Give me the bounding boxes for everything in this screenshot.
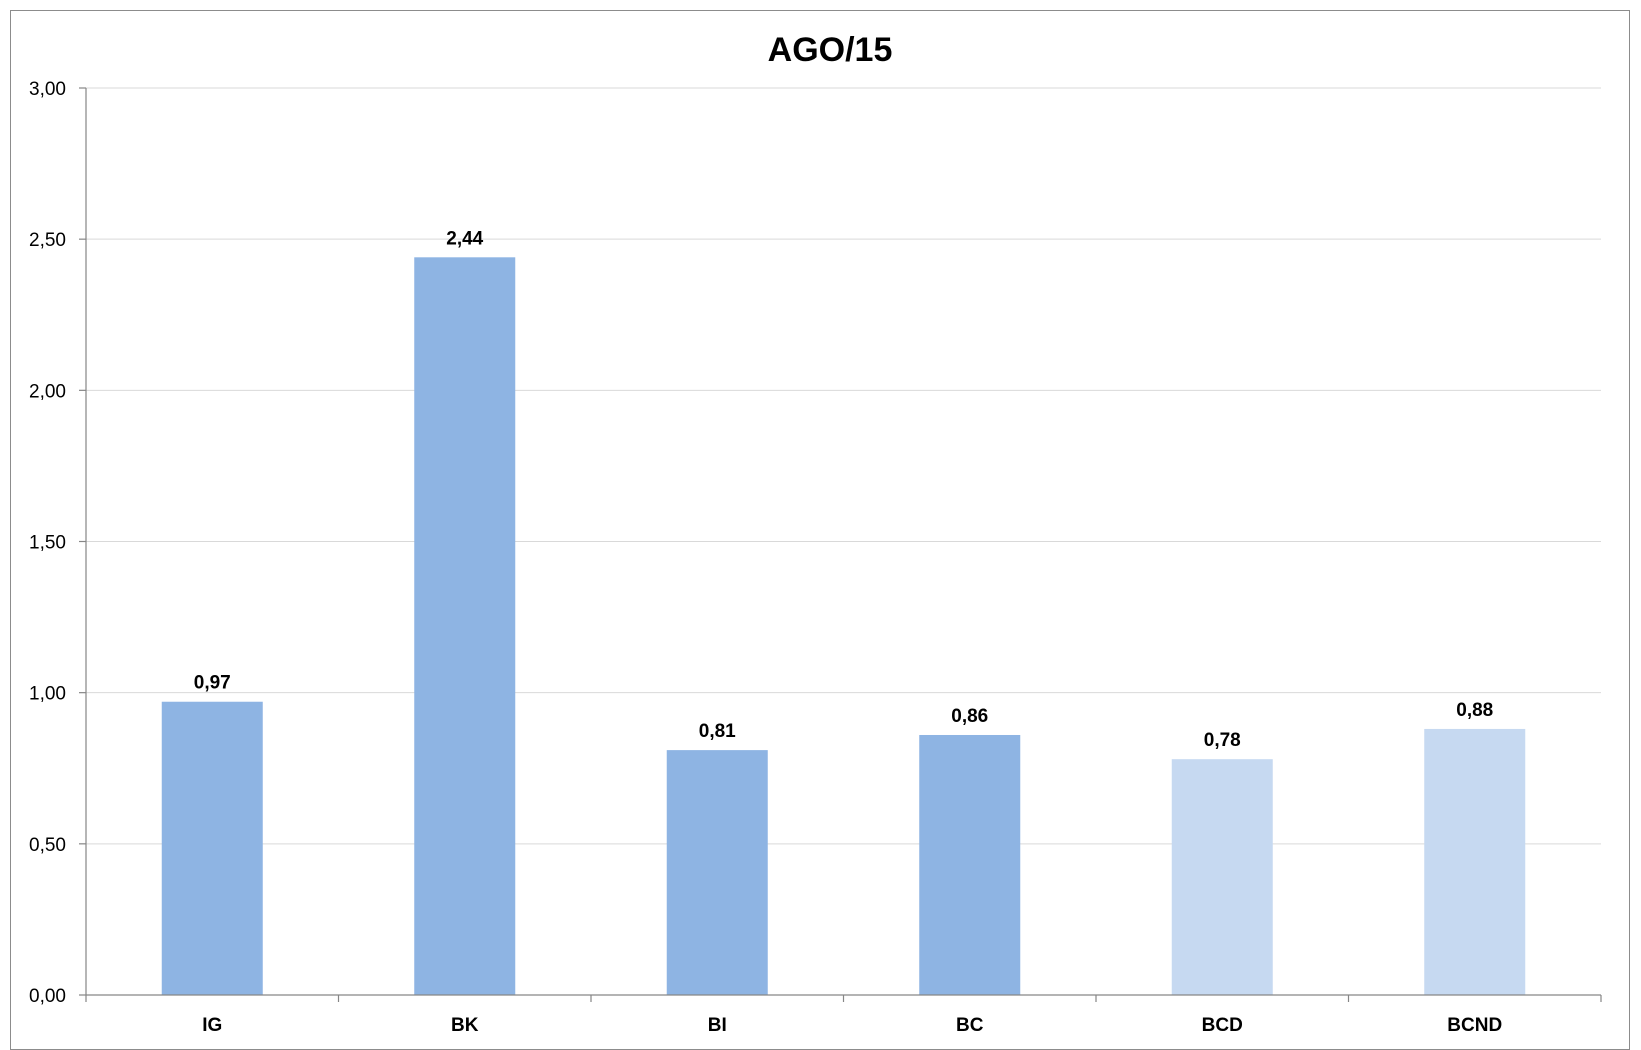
- bar: [666, 750, 768, 995]
- x-tick-label: BK: [451, 1015, 479, 1034]
- y-tick-label: 0,50: [29, 835, 66, 856]
- axes: [79, 87, 1602, 1002]
- labels: 0,00 0,50 1,00 1,50 2,00 2,50 3,00 0,97 IG 2,44 BK…: [29, 79, 1502, 1034]
- x-tick-label: BCND: [1447, 1015, 1502, 1034]
- gridlines: [86, 87, 1601, 845]
- data-label: 0,97: [194, 673, 231, 694]
- x-tick-label: BC: [956, 1015, 984, 1034]
- bar: [161, 701, 263, 995]
- chart-title: AGO/15: [768, 31, 893, 69]
- bar: [414, 257, 516, 996]
- bar: [919, 734, 1021, 995]
- chart-frame: [10, 10, 1630, 1050]
- data-label: 0,86: [951, 706, 988, 727]
- bar: [1171, 759, 1273, 995]
- y-tick-label: 3,00: [29, 79, 66, 100]
- x-tick-label: IG: [202, 1015, 222, 1034]
- data-label: 0,81: [699, 721, 736, 742]
- y-tick-label: 1,00: [29, 684, 66, 705]
- x-tick-label: BCD: [1202, 1015, 1243, 1034]
- x-tick-label: BI: [708, 1015, 727, 1034]
- y-tick-label: 2,00: [29, 381, 66, 402]
- data-label: 0,88: [1456, 700, 1493, 721]
- data-label: 2,44: [446, 228, 483, 249]
- y-tick-label: 0,00: [29, 986, 66, 1007]
- y-tick-label: 1,50: [29, 533, 66, 554]
- y-tick-label: 2,50: [29, 230, 66, 251]
- bars: [161, 257, 1526, 996]
- bar: [1424, 728, 1526, 995]
- data-label: 0,78: [1204, 730, 1241, 751]
